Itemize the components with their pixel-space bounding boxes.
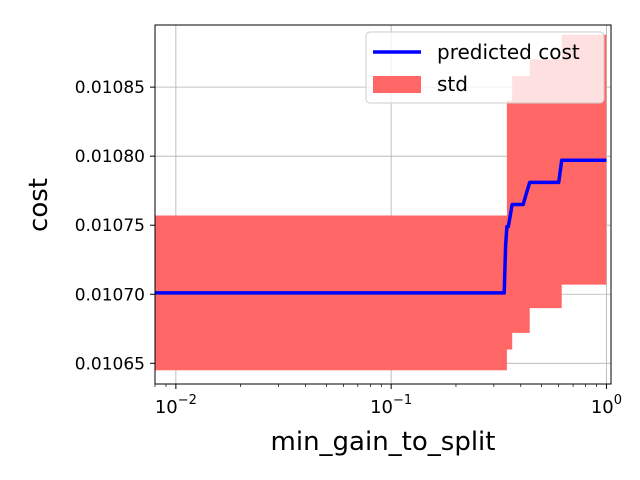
x-tick-label: 10−2 bbox=[155, 393, 197, 418]
y-tick-label: 0.01075 bbox=[75, 216, 145, 236]
std-band bbox=[155, 34, 607, 371]
predicted-cost-line bbox=[155, 158, 607, 295]
legend: predicted cost std bbox=[365, 31, 605, 104]
predicted-cost-polyline bbox=[155, 158, 607, 295]
x-axis-label: min_gain_to_split bbox=[271, 427, 496, 457]
std-band-area bbox=[155, 34, 607, 371]
y-tick-label: 0.01065 bbox=[75, 354, 145, 374]
y-axis-label: cost bbox=[24, 178, 54, 232]
legend-band-swatch bbox=[373, 76, 421, 93]
legend-label-predicted-cost: predicted cost bbox=[437, 40, 580, 64]
y-tick-label: 0.01080 bbox=[75, 147, 145, 167]
x-tick-label: 10−1 bbox=[370, 393, 412, 418]
x-axis-ticks: 10−2 10−1 100 bbox=[154, 384, 622, 418]
y-axis-ticks: 0.01065 0.01070 0.01075 0.01080 0.01085 bbox=[75, 78, 155, 374]
y-tick-label: 0.01070 bbox=[75, 285, 145, 305]
axes-frame bbox=[154, 24, 612, 385]
x-tick-label: 100 bbox=[591, 393, 622, 418]
legend-label-std: std bbox=[437, 72, 468, 96]
legend-box bbox=[365, 31, 605, 104]
y-tick-label: 0.01085 bbox=[75, 78, 145, 98]
